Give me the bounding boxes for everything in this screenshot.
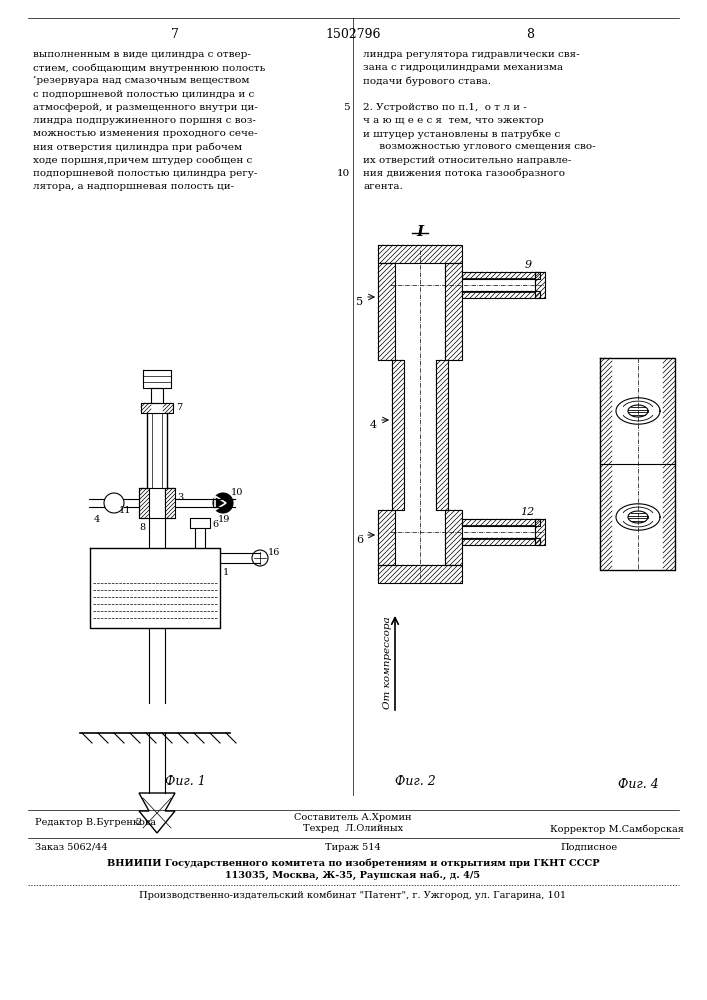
Text: Корректор М.Самборская: Корректор М.Самборская [550, 824, 684, 834]
Text: 8: 8 [526, 28, 534, 41]
Text: Подписное: Подписное [560, 843, 617, 852]
Text: с подпоршневой полостью цилиндра и с: с подпоршневой полостью цилиндра и с [33, 90, 255, 99]
Text: 113035, Москва, Ж-35, Раушская наб., д. 4/5: 113035, Москва, Ж-35, Раушская наб., д. … [226, 870, 481, 880]
Text: 5: 5 [356, 297, 363, 307]
Text: выполненным в виде цилиндра с отвер-: выполненным в виде цилиндра с отвер- [33, 50, 251, 59]
Text: ходе поршня,причем штудер сообщен с: ходе поршня,причем штудер сообщен с [33, 156, 252, 165]
Text: 4: 4 [370, 420, 377, 430]
Text: линдра регулятора гидравлически свя-: линдра регулятора гидравлически свя- [363, 50, 580, 59]
Text: 19: 19 [218, 515, 230, 524]
Circle shape [213, 493, 233, 513]
Text: Тираж 514: Тираж 514 [325, 843, 381, 852]
Text: 1: 1 [223, 568, 229, 577]
Text: возможностью углового смещения сво-: возможностью углового смещения сво- [363, 142, 595, 151]
Text: ния отверстия цилиндра при рабочем: ния отверстия цилиндра при рабочем [33, 142, 242, 152]
Text: 10: 10 [337, 169, 350, 178]
Text: подачи бурового става.: подачи бурового става. [363, 76, 491, 86]
Text: ния движения потока газообразного: ния движения потока газообразного [363, 169, 565, 178]
Text: ’резервуара над смазочным веществом: ’резервуара над смазочным веществом [33, 76, 250, 85]
Text: ВНИИПИ Государственного комитета по изобретениям и открытиям при ГКНТ СССР: ВНИИПИ Государственного комитета по изоб… [107, 858, 600, 867]
Text: 2: 2 [135, 818, 141, 827]
Text: Техред  Л.Олийных: Техред Л.Олийных [303, 824, 403, 833]
Text: 2. Устройство по п.1,  о т л и -: 2. Устройство по п.1, о т л и - [363, 103, 527, 112]
Text: Редактор В.Бугренкова: Редактор В.Бугренкова [35, 818, 156, 827]
Text: 12: 12 [520, 507, 534, 517]
Text: стием, сообщающим внутреннюю полость: стием, сообщающим внутреннюю полость [33, 63, 265, 73]
Text: 8: 8 [139, 523, 145, 532]
Text: 7: 7 [176, 403, 182, 412]
Text: 6: 6 [356, 535, 363, 545]
Text: Производственно-издательский комбинат "Патент", г. Ужгород, ул. Гагарина, 101: Производственно-издательский комбинат "П… [139, 890, 566, 900]
Text: можностью изменения проходного сече-: можностью изменения проходного сече- [33, 129, 257, 138]
Text: зана с гидроцилиндрами механизма: зана с гидроцилиндрами механизма [363, 63, 563, 72]
Text: и штуцер установлены в патрубке с: и штуцер установлены в патрубке с [363, 129, 560, 139]
Text: 16: 16 [268, 548, 281, 557]
Text: Фиг. 1: Фиг. 1 [165, 775, 205, 788]
Text: 4: 4 [94, 515, 100, 524]
Text: 6: 6 [212, 520, 218, 529]
Text: Фиг. 2: Фиг. 2 [395, 775, 436, 788]
Text: 10: 10 [231, 488, 243, 497]
Text: линдра подпружиненного поршня с воз-: линдра подпружиненного поршня с воз- [33, 116, 256, 125]
Text: ч а ю щ е е с я  тем, что эжектор: ч а ю щ е е с я тем, что эжектор [363, 116, 544, 125]
Text: подпоршневой полостью цилиндра регу-: подпоршневой полостью цилиндра регу- [33, 169, 257, 178]
Text: 5: 5 [344, 103, 350, 112]
Text: лятора, а надпоршневая полость ци-: лятора, а надпоршневая полость ци- [33, 182, 234, 191]
Text: Составитель А.Хромин: Составитель А.Хромин [294, 813, 411, 822]
Text: 11: 11 [119, 506, 132, 515]
Text: 3: 3 [177, 493, 183, 502]
Text: 1502796: 1502796 [325, 28, 381, 41]
Text: Заказ 5062/44: Заказ 5062/44 [35, 843, 107, 852]
Text: I: I [416, 225, 423, 239]
Text: 9: 9 [525, 260, 532, 270]
Text: агента.: агента. [363, 182, 403, 191]
Text: 7: 7 [171, 28, 179, 41]
Text: атмосферой, и размещенного внутри ци-: атмосферой, и размещенного внутри ци- [33, 103, 258, 112]
Text: их отверстий относительно направле-: их отверстий относительно направле- [363, 156, 571, 165]
Text: Фиг. 4: Фиг. 4 [618, 778, 658, 791]
Text: От компрессора: От компрессора [382, 617, 392, 709]
